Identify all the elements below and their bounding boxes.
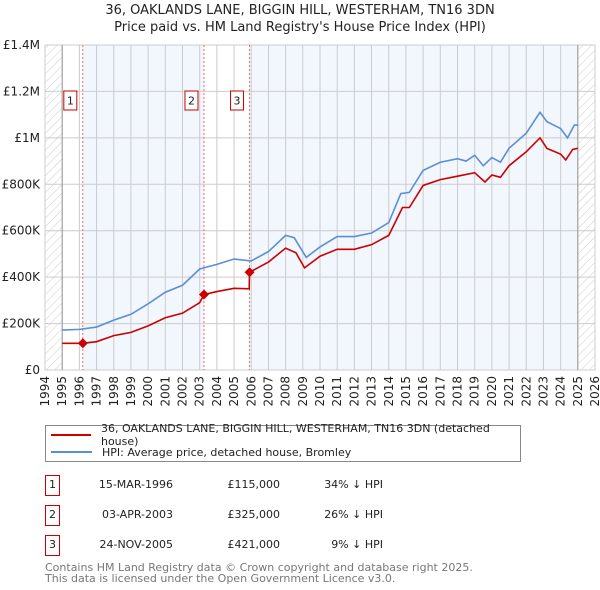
chart-subtitle: Price paid vs. HM Land Registry's House … [114,20,486,35]
x-tick-label: 2022 [519,376,533,407]
plot-border [44,44,596,371]
x-tick-label: 2019 [468,376,482,407]
x-tick-label: 2004 [210,376,224,407]
sale-point [77,338,88,349]
shaded-period [82,45,204,370]
sale-label-box [230,90,245,111]
x-tick-label: 2021 [502,376,516,407]
transaction-date: 03-APR-2003 [101,508,173,521]
transaction-price: £421,000 [227,538,281,551]
x-tick-label: 2015 [399,376,413,407]
footer-copyright: Contains HM Land Registry data © Crown c… [45,561,473,574]
sale-label-box [184,90,199,111]
transaction-price: £115,000 [227,478,281,491]
x-tick-label: 1996 [72,376,86,407]
hpi-line [62,110,578,331]
transaction-row: 2 03-APR-2003 £325,000 26% ↓ HPI [45,505,445,526]
y-tick-label: £600K [2,224,42,238]
chart-title: 36, OAKLANDS LANE, BIGGIN HILL, WESTERHA… [105,3,495,18]
transaction-number: 3 [45,535,60,556]
property-price-line [62,136,578,345]
transaction-number: 2 [45,505,60,526]
sale-point [198,289,209,300]
x-tick-label: 2008 [279,376,293,407]
x-tick-label: 2020 [485,376,499,407]
sale-point [244,267,255,278]
x-tick-label: 2006 [244,376,258,407]
legend-property: 36, OAKLANDS LANE, BIGGIN HILL, WESTERHA… [100,422,490,448]
transaction-date: 24-NOV-2005 [99,538,173,551]
sale-label: 2 [188,95,195,108]
hatched-region-after [577,45,595,370]
sale-label: 3 [234,95,241,108]
x-tick-label: 2003 [193,376,207,407]
x-tick-label: 2000 [141,376,155,407]
transaction-price: £325,000 [227,508,281,521]
price-chart: 1994 1995 1996 1997 1998 1999 2000 2001 2002 2003… [2,38,600,407]
x-tick-label: 2025 [571,376,585,407]
transaction-hpi-diff: 34% ↓ HPI [324,478,383,491]
x-tick-label: 2011 [330,376,344,407]
x-tick-label: 1995 [55,376,69,407]
x-tick-label: 2001 [158,376,172,407]
shaded-period [249,45,578,370]
hatched-region-before [45,45,63,370]
legend-hpi: HPI: Average price, detached house, Brom… [102,445,352,459]
transaction-number: 1 [45,475,60,496]
x-tick-label: 2010 [313,376,327,407]
transaction-row: 3 24-NOV-2005 £421,000 9% ↓ HPI [45,535,445,556]
y-tick-label: £200K [2,317,42,331]
transaction-row: 1 15-MAR-1996 £115,000 34% ↓ HPI [45,475,445,496]
x-tick-label: 2016 [416,376,430,407]
y-tick-label: £1.2M [3,84,40,98]
x-tick-label: 2017 [433,376,447,407]
legend-blue-line [51,451,92,453]
x-tick-label: 2018 [451,376,465,407]
sale-label: 1 [67,95,74,108]
x-tick-label: 2013 [365,376,379,407]
x-tick-label: 2005 [227,376,241,407]
x-tick-label: 2012 [347,376,361,407]
transaction-hpi-diff: 9% ↓ HPI [331,538,383,551]
x-tick-label: 2002 [176,376,190,407]
x-tick-label: 2024 [554,376,568,407]
y-tick-label: £800K [2,177,42,191]
sale-label-box [63,90,78,111]
footer-licence: This data is licensed under the Open Gov… [45,572,396,585]
x-tick-label: 2014 [382,376,396,407]
x-tick-label: 1997 [90,376,104,407]
y-tick-label: £1M [14,131,40,145]
x-tick-label: 1999 [124,376,138,407]
x-tick-label: 2009 [296,376,310,407]
legend: 36, OAKLANDS LANE, BIGGIN HILL, WESTERHA… [45,422,521,462]
y-tick-label: £400K [2,270,42,284]
y-tick-label: £0 [25,363,40,377]
transaction-date: 15-MAR-1996 [98,478,173,491]
x-tick-label: 2026 [588,376,600,407]
legend-red-line [51,434,91,436]
y-tick-label: £1.4M [3,38,40,52]
x-tick-label: 1994 [38,376,52,407]
transaction-hpi-diff: 26% ↓ HPI [324,508,383,521]
x-tick-label: 1998 [107,376,121,407]
x-tick-label: 2007 [261,376,275,407]
x-tick-label: 2023 [536,376,550,407]
